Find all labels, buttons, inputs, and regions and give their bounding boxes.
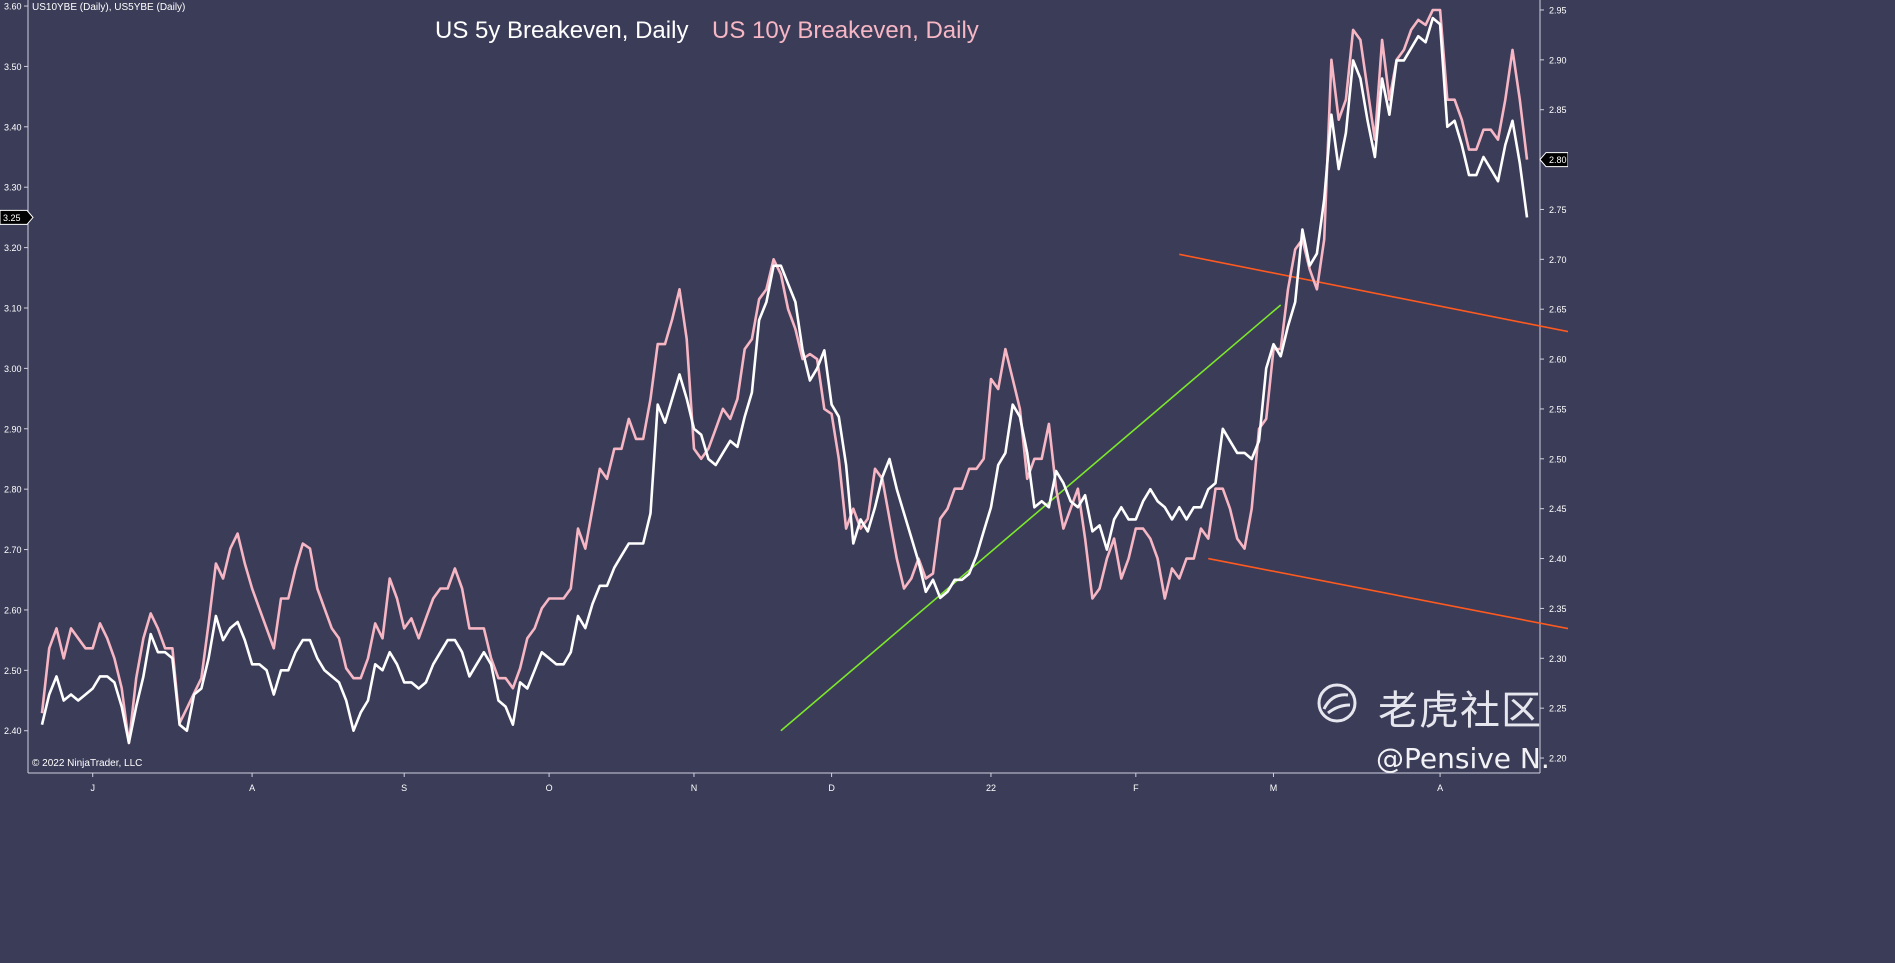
chart-stage: 3.60 3.50 3.40 3.30 3.20 3.10 3.00 2.90 2.80 2.70… [0,0,1895,793]
left-tick-label: 3.60 [4,2,22,12]
chart-title-10y: US 10y Breakeven, Daily [712,17,979,44]
x-tick-label: A [249,783,255,793]
last-value-markers: 3.25 2.80 [0,152,1569,225]
x-tick-label: D [828,783,835,793]
left-tick-label: 2.90 [4,424,22,434]
series-layer [40,8,1529,745]
left-tick-label: 2.40 [4,726,22,736]
left-tick-label: 2.50 [4,666,22,676]
right-tick-label: 2.65 [1549,305,1567,315]
left-last-value-box [0,209,34,225]
right-tick-label: 2.55 [1549,404,1567,414]
left-tick-label: 2.60 [4,605,22,615]
x-tick-label: F [1133,783,1139,793]
series-line-5y [40,16,1529,745]
left-tick-label: 3.30 [4,183,22,193]
left-tick-label: 3.10 [4,303,22,313]
left-tick-label: 2.70 [4,545,22,555]
left-last-value-label: 3.25 [3,213,21,223]
x-axis-ticks: J A S O N D 22 F M A [90,773,1443,793]
right-last-value-label: 2.80 [1549,155,1567,165]
x-tick-label: 22 [986,783,996,793]
header-label: US10YBE (Daily), US5YBE (Daily) [32,2,185,13]
x-tick-label: O [546,783,553,793]
copyright-label: © 2022 NinjaTrader, LLC [32,758,142,769]
tiger-logo-icon [1317,683,1357,723]
x-tick-label: M [1270,783,1278,793]
watermark-site: 老虎社区 [1378,688,1542,734]
x-tick-label: N [691,783,698,793]
right-tick-label: 2.95 [1549,5,1567,15]
right-tick-label: 2.60 [1549,355,1567,365]
right-tick-label: 2.35 [1549,604,1567,614]
x-tick-label: A [1437,783,1443,793]
left-tick-label: 3.50 [4,62,22,72]
breakeven-chart: 3.60 3.50 3.40 3.30 3.20 3.10 3.00 2.90 2.80 2.70… [0,0,1895,793]
right-tick-label: 2.20 [1549,754,1567,764]
right-tick-label: 2.90 [1549,55,1567,65]
right-tick-label: 2.75 [1549,205,1567,215]
right-tick-label: 2.45 [1549,504,1567,514]
watermark-user: @Pensive N. [1376,742,1550,775]
left-tick-label: 3.20 [4,243,22,253]
right-tick-label: 2.40 [1549,554,1567,564]
right-tick-label: 2.70 [1549,255,1567,265]
x-tick-label: J [90,783,95,793]
x-tick-label: S [401,783,407,793]
left-tick-label: 3.00 [4,364,22,374]
left-tick-label: 2.80 [4,485,22,495]
right-tick-label: 2.50 [1549,454,1567,464]
right-tick-label: 2.25 [1549,704,1567,714]
right-tick-label: 2.85 [1549,105,1567,115]
left-axis-ticks: 3.60 3.50 3.40 3.30 3.20 3.10 3.00 2.90 2.80 2.70… [4,2,28,736]
right-tick-label: 2.30 [1549,654,1567,664]
chart-title-5y: US 5y Breakeven, Daily [435,17,688,44]
left-tick-label: 3.40 [4,122,22,132]
trendline-support [780,304,1282,732]
series-line-10y [40,8,1529,745]
